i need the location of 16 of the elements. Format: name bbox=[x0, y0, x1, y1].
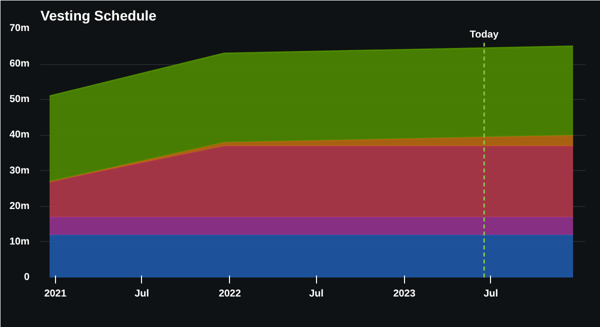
y-tick-label: 70m bbox=[9, 23, 30, 34]
x-tick-label: 2022 bbox=[218, 288, 242, 300]
x-tick-label: 2023 bbox=[393, 288, 416, 300]
x-tick-label: Jul bbox=[309, 288, 324, 300]
y-tick-label: 50m bbox=[9, 94, 30, 106]
chart-title: Vesting Schedule bbox=[40, 8, 157, 24]
y-tick-label: 20m bbox=[9, 200, 30, 212]
y-tick-label: 30m bbox=[9, 165, 30, 176]
x-tick-label: Jul bbox=[134, 288, 150, 300]
x-tick-label: 2021 bbox=[44, 288, 67, 300]
y-tick-label: 10m bbox=[9, 236, 30, 248]
y-tick-label: 60m bbox=[9, 58, 30, 70]
y-tick-label: 40m bbox=[9, 130, 30, 141]
y-tick-label: 0 bbox=[24, 272, 30, 283]
ref-line-label: Today bbox=[470, 30, 499, 41]
x-tick-label: Jul bbox=[484, 288, 498, 300]
